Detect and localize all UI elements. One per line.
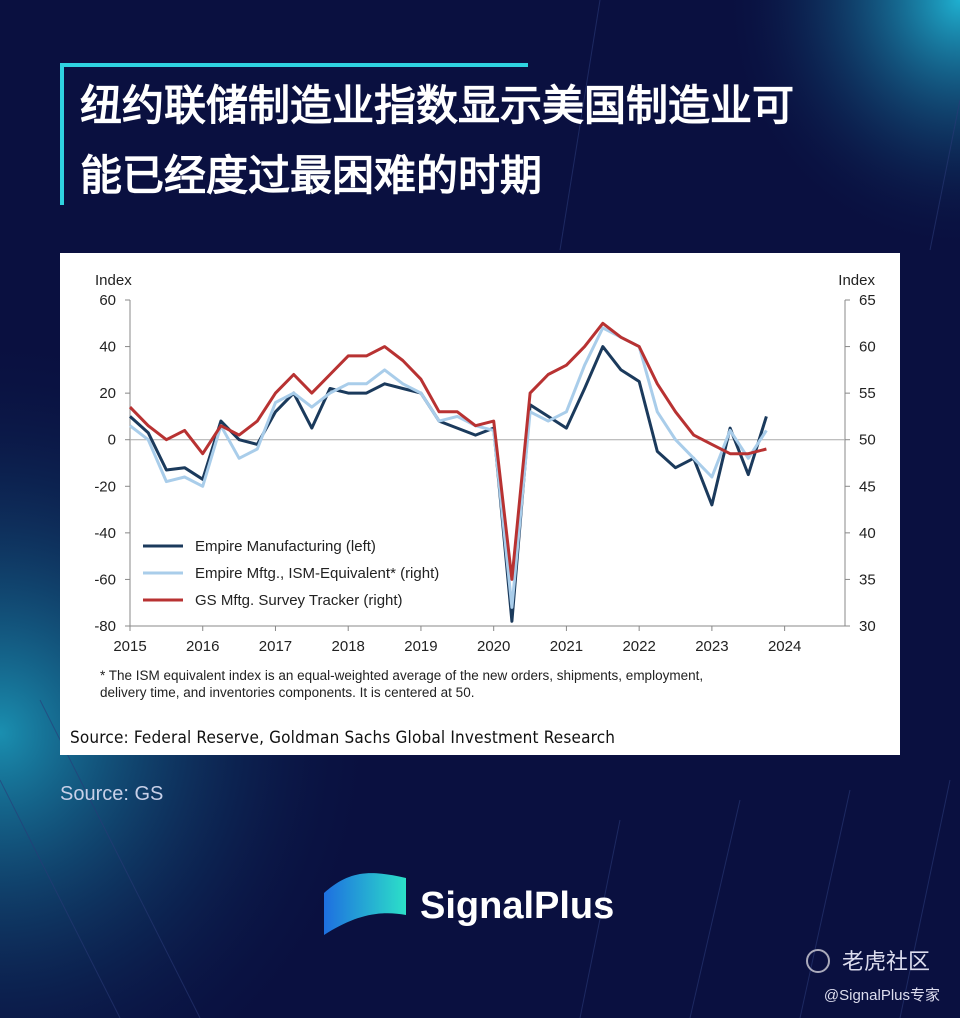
y2-axis-label: Index xyxy=(838,272,875,289)
y2-tick-label: 45 xyxy=(859,478,876,495)
x-tick-label: 2023 xyxy=(695,638,728,655)
y-tick-label: 20 xyxy=(99,385,116,402)
y-tick-label: -60 xyxy=(94,571,116,588)
x-tick-label: 2015 xyxy=(113,638,146,655)
y2-tick-label: 35 xyxy=(859,571,876,588)
legend-label: Empire Manufacturing (left) xyxy=(195,538,376,555)
series-line xyxy=(129,326,768,609)
y2-tick-label: 50 xyxy=(859,432,876,449)
chart: Index Index -80 -60 -40 -20 0 20 40 60 30 35 40 45 50 5… xyxy=(70,272,876,748)
y2-tick-label: 40 xyxy=(859,525,876,542)
footnote: * The ISM equivalent index is an equal-w… xyxy=(100,668,703,683)
y-axis-label: Index xyxy=(95,272,132,289)
chart-source: Source: Federal Reserve, Goldman Sachs G… xyxy=(70,728,615,748)
y2-tick-label: 30 xyxy=(859,618,876,635)
x-tick-label: 2020 xyxy=(477,638,510,655)
y-tick-label: -20 xyxy=(94,478,116,495)
watermark-site: 老虎社区 xyxy=(842,949,930,974)
title-line: 能已经度过最困难的时期 xyxy=(80,152,542,199)
x-tick-label: 2018 xyxy=(332,638,365,655)
y-tick-label: 60 xyxy=(99,292,116,309)
footnote: delivery time, and inventories component… xyxy=(100,685,474,700)
watermark-icon xyxy=(806,949,830,973)
x-tick-label: 2016 xyxy=(186,638,219,655)
x-tick-label: 2021 xyxy=(550,638,583,655)
caption: Source: GS xyxy=(60,783,163,805)
legend-label: Empire Mftg., ISM-Equivalent* (right) xyxy=(195,565,439,582)
y2-tick-label: 55 xyxy=(859,385,876,402)
y-tick-label: -40 xyxy=(94,525,116,542)
y-tick-label: 0 xyxy=(108,432,116,449)
y-tick-label: 40 xyxy=(99,339,116,356)
y2-tick-label: 60 xyxy=(859,339,876,356)
brand-name: SignalPlus xyxy=(420,885,614,927)
chart-panel xyxy=(60,253,900,755)
watermark-handle: @SignalPlus专家 xyxy=(824,987,940,1004)
x-tick-label: 2024 xyxy=(768,638,801,655)
x-tick-label: 2022 xyxy=(622,638,655,655)
legend-label: GS Mftg. Survey Tracker (right) xyxy=(195,592,403,609)
series-line xyxy=(128,321,767,581)
series-line xyxy=(128,345,768,623)
title-frame xyxy=(60,63,528,205)
x-tick-label: 2019 xyxy=(404,638,437,655)
y-tick-label: -80 xyxy=(94,618,116,635)
y2-tick-label: 65 xyxy=(859,292,876,309)
x-tick-label: 2017 xyxy=(259,638,292,655)
brand-logo xyxy=(324,873,406,935)
title-line: 纽约联储制造业指数显示美国制造业可 xyxy=(80,82,794,129)
